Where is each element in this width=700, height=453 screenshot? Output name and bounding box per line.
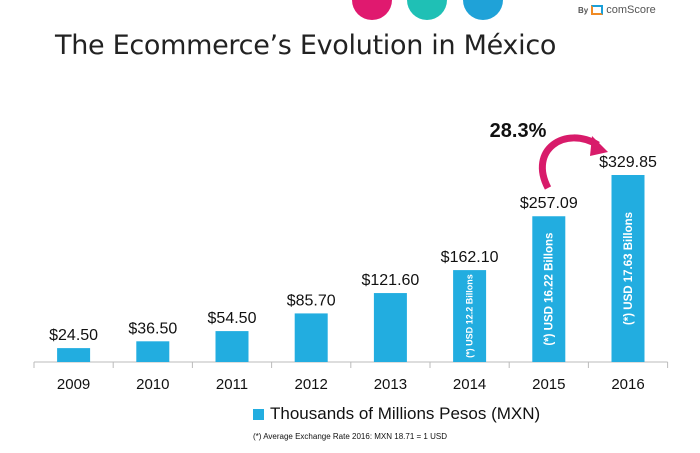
bar-2014 bbox=[453, 270, 487, 362]
legend-label: Thousands of Millions Pesos (MXN) bbox=[270, 404, 541, 423]
bar-2015 bbox=[532, 216, 566, 362]
x-tick-label: 2015 bbox=[532, 376, 565, 393]
brand-by: By bbox=[578, 5, 589, 15]
x-tick-label: 2014 bbox=[453, 376, 486, 393]
bar-2011 bbox=[215, 331, 249, 362]
footnote: (*) Average Exchange Rate 2016: MXN 18.7… bbox=[253, 432, 447, 441]
value-label: $54.50 bbox=[208, 310, 257, 327]
decor-circle-blue bbox=[463, 0, 503, 20]
value-label: $121.60 bbox=[361, 272, 419, 289]
bar-annotation: (*) USD 12.2 Billons bbox=[465, 274, 475, 358]
legend: Thousands of Millions Pesos (MXN) bbox=[253, 404, 540, 424]
value-label: $162.10 bbox=[441, 249, 499, 266]
value-label: $257.09 bbox=[520, 195, 578, 212]
bar-2010 bbox=[136, 341, 170, 362]
growth-arrowhead bbox=[590, 136, 608, 156]
page-title: The Ecommerce’s Evolution in México bbox=[55, 30, 557, 61]
bar-annotation: (*) USD 17.63 Billons bbox=[623, 212, 635, 325]
bar-2013 bbox=[373, 293, 407, 362]
legend-swatch bbox=[253, 408, 264, 420]
bar-2012 bbox=[294, 313, 328, 362]
value-label: $24.50 bbox=[49, 327, 98, 344]
value-label: $85.70 bbox=[287, 292, 336, 309]
growth-annotation: 28.3% bbox=[490, 120, 547, 142]
value-label: $329.85 bbox=[599, 154, 657, 171]
x-tick-label: 2011 bbox=[216, 376, 248, 393]
x-tick-label: 2009 bbox=[57, 376, 90, 393]
x-tick-label: 2010 bbox=[136, 376, 169, 393]
comscore-icon bbox=[591, 5, 604, 15]
bar-2009 bbox=[57, 348, 91, 362]
x-tick-label: 2012 bbox=[295, 376, 328, 393]
brand-name: comScore bbox=[606, 4, 656, 16]
growth-arrow bbox=[538, 134, 600, 190]
bar-2016 bbox=[611, 175, 645, 362]
bar-annotation: (*) USD 16.22 Billons bbox=[544, 233, 556, 346]
x-tick-label: 2016 bbox=[611, 376, 644, 393]
decor-circle-teal bbox=[407, 0, 447, 20]
x-tick-label: 2013 bbox=[374, 376, 407, 393]
value-label: $36.50 bbox=[128, 320, 177, 337]
decor-circle-pink bbox=[352, 0, 392, 20]
comscore-logo: By comScore bbox=[578, 4, 656, 16]
